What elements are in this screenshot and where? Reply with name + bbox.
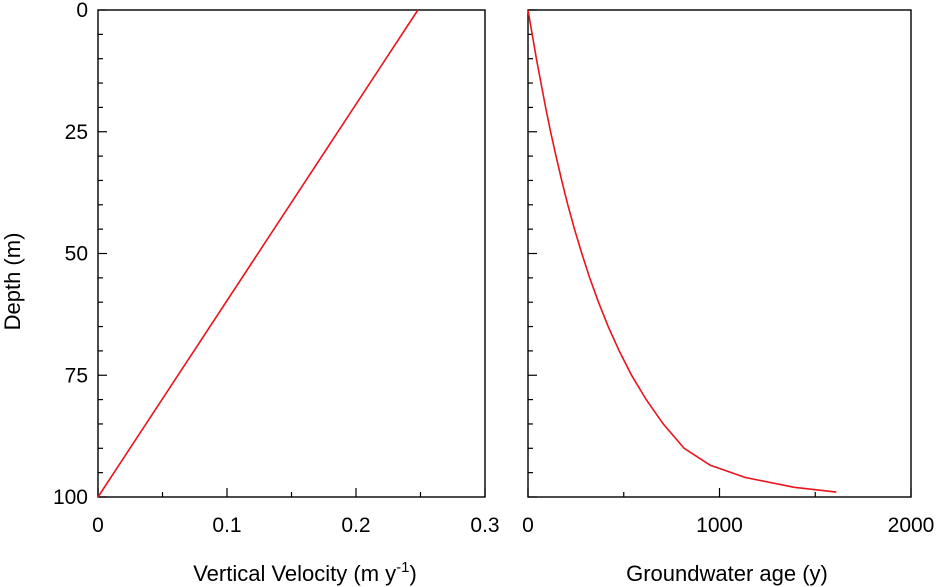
x-axis-title: Groundwater age (y) [626, 561, 828, 586]
x-tick-label: 0.1 [212, 514, 241, 537]
y-axis-title: Depth (m) [0, 233, 25, 331]
x-tick-label: 0 [522, 514, 534, 537]
x-tick-label: 0.2 [341, 514, 370, 537]
x-tick-label: 0 [92, 514, 104, 537]
groundwater-age-panel: 0 1000 2000 Groundwater age (y) [522, 9, 935, 586]
y-tick-label: 100 [53, 486, 88, 509]
series-line [527, 9, 837, 493]
x-tick-label: 1000 [696, 514, 743, 537]
y-tick-label: 25 [65, 121, 88, 144]
y-tick-label: 50 [65, 243, 88, 266]
y-tick-label: 75 [65, 364, 88, 387]
x-axis-title-suffix: ) [409, 561, 416, 586]
x-tick-label: 2000 [888, 514, 935, 537]
plot-frame [97, 9, 486, 498]
plot-frame [527, 9, 912, 498]
x-axis-title-superscript: -1 [396, 559, 409, 576]
x-axis-title: Vertical Velocity (m y-1) [193, 559, 417, 586]
series-line [97, 9, 419, 498]
y-tick-label: 0 [76, 0, 88, 22]
x-axis-title-text: Groundwater age (y) [626, 561, 828, 586]
x-tick-label: 0.3 [470, 514, 499, 537]
x-axis-title-text: Vertical Velocity (m y [193, 561, 396, 586]
